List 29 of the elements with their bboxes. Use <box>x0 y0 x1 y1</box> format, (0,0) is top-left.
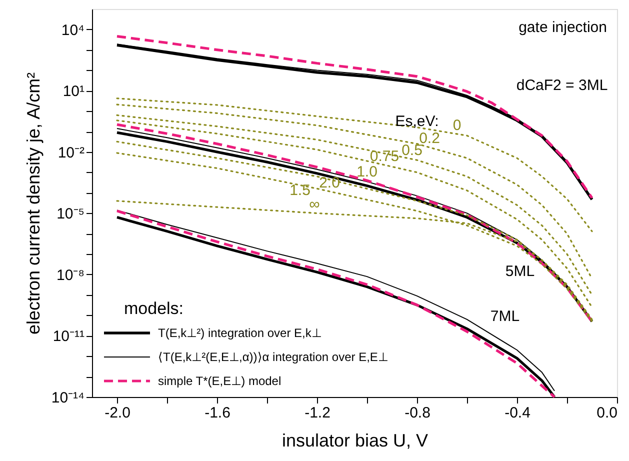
annotation: 7ML <box>490 308 520 325</box>
annotation: ∞ <box>309 196 320 214</box>
annotation: 1.0 <box>356 163 378 180</box>
legend-label: ⟨T(E,k⊥²(E,E⊥,α))⟩α integration over E,E⊥ <box>158 350 388 364</box>
y-tick-label: 10⁻⁵ <box>56 206 84 223</box>
y-tick-label: 10⁻¹⁴ <box>51 390 84 406</box>
annotation: 1.5 <box>290 182 310 199</box>
y-tick-label: 10⁻² <box>58 144 84 162</box>
annotation: 0 <box>452 116 462 134</box>
x-axis-title: insulator bias U, V <box>282 430 428 450</box>
y-tick-label: 10¹ <box>62 83 84 100</box>
y-tick-label: 10⁴ <box>61 22 84 39</box>
y-axis-title: electron current density je, A/cm² <box>23 72 44 335</box>
annotation: 5ML <box>505 263 535 280</box>
y-tick-label: 10⁻¹¹ <box>52 328 84 346</box>
annotation: dCaF2 = 3ML <box>516 77 608 94</box>
annotation: 0.75 <box>370 148 400 165</box>
x-tick-label: -1.2 <box>304 404 330 422</box>
x-tick-label: -0.4 <box>504 404 530 422</box>
x-tick-label: -0.8 <box>404 404 430 422</box>
legend-title: models: <box>124 299 184 318</box>
annotation: Es,eV: <box>395 113 439 130</box>
x-tick-label: 0.0 <box>596 404 618 422</box>
y-tick-label: 10⁻⁸ <box>56 266 84 284</box>
legend-label: T(E,k⊥²) integration over E,k⊥ <box>158 326 322 340</box>
x-tick-label: -2.0 <box>104 404 130 422</box>
annotation: gate injection <box>518 19 607 36</box>
legend-label: simple T*(E,E⊥) model <box>158 374 282 388</box>
x-tick-label: -1.6 <box>204 404 230 422</box>
